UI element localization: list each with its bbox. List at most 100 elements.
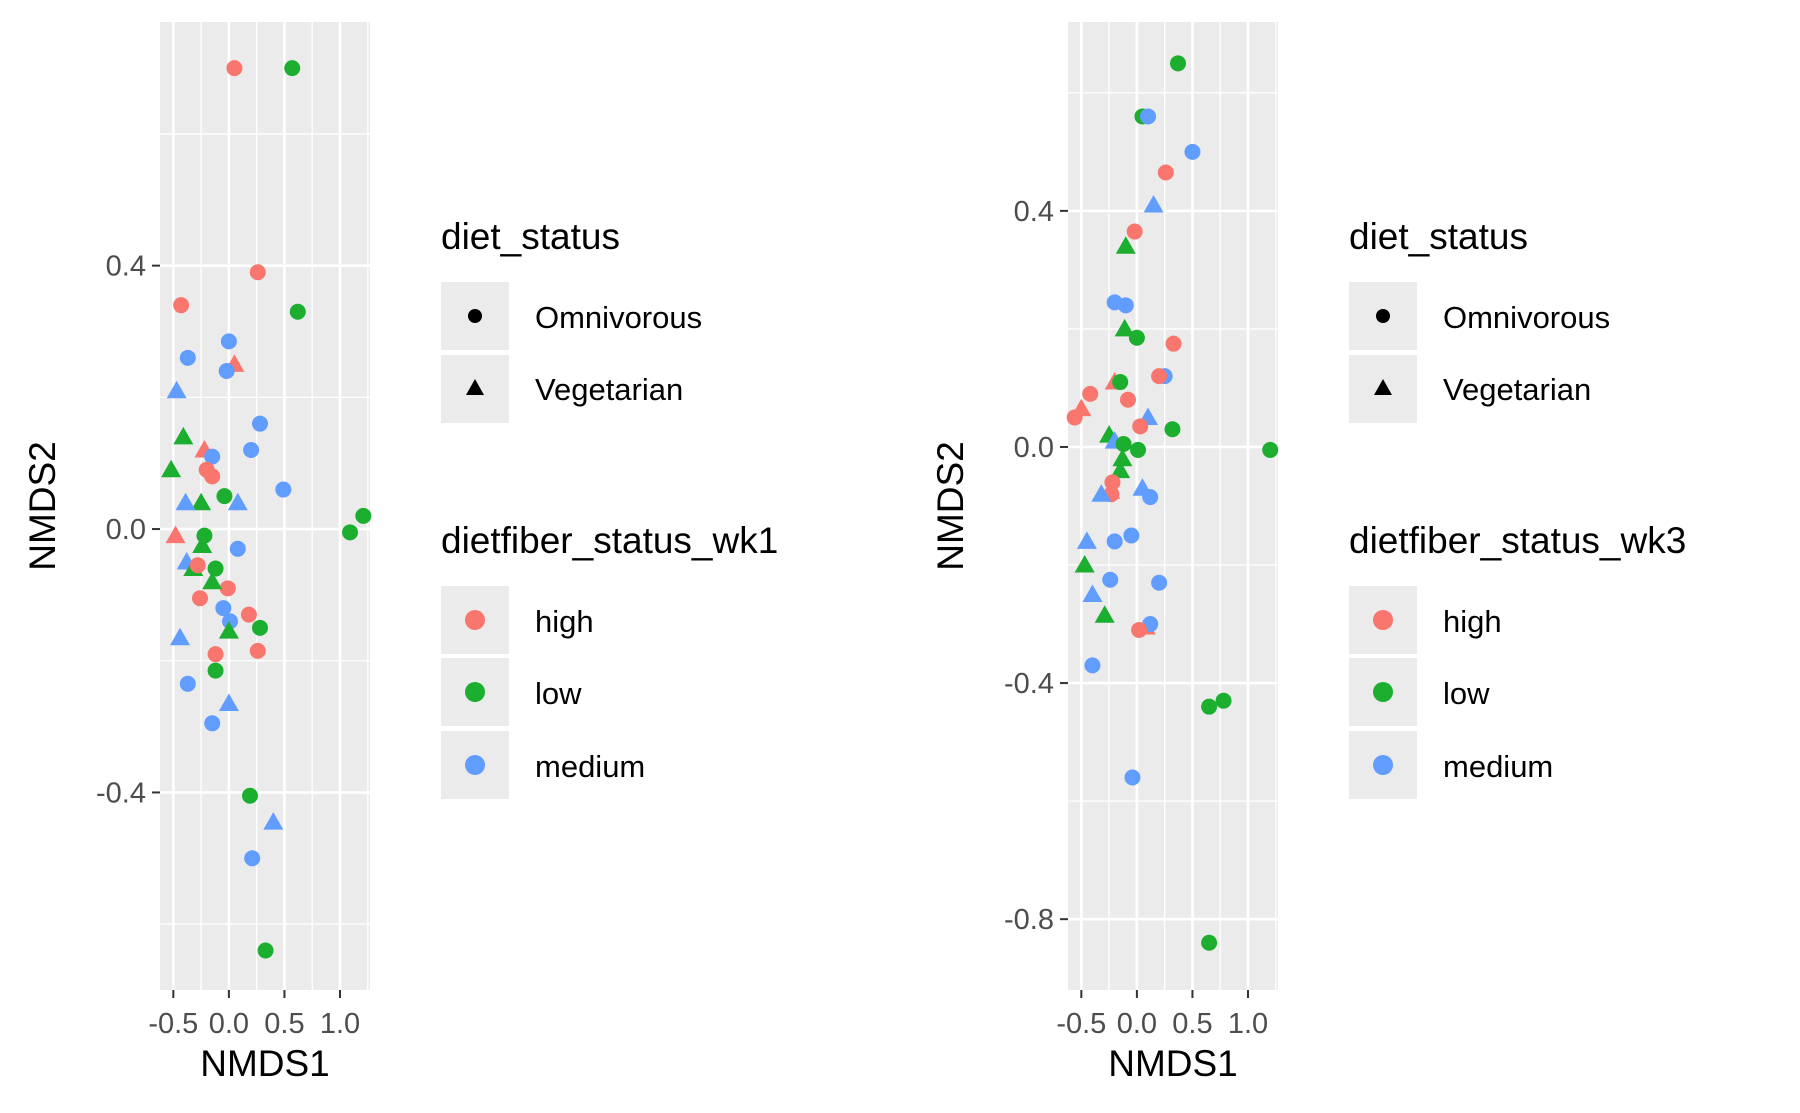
- x-tick-label: 0.5: [264, 1008, 304, 1040]
- data-point-circle: [342, 524, 358, 541]
- data-point-circle: [275, 481, 292, 498]
- data-point-circle: [1165, 335, 1182, 352]
- data-point-triangle: [1076, 531, 1097, 549]
- legend-dietfiber-wk1: dietfiber_status_wk1 high low medium: [441, 520, 778, 799]
- data-points: [1066, 55, 1279, 951]
- data-point-triangle: [161, 459, 182, 478]
- data-point-triangle: [227, 492, 248, 511]
- data-point-circle: [1102, 571, 1119, 588]
- data-point-circle: [1215, 692, 1232, 709]
- plot-background: [1068, 22, 1278, 990]
- data-point-circle: [204, 468, 221, 485]
- data-point-triangle: [218, 621, 239, 639]
- data-point-circle: [1151, 574, 1168, 591]
- data-point-circle: [207, 662, 224, 679]
- data-point-triangle: [165, 525, 186, 544]
- x-axis-title: NMDS1: [1108, 1043, 1238, 1084]
- data-point-circle: [1262, 441, 1279, 458]
- data-point-circle: [244, 850, 261, 867]
- x-axis-title: NMDS1: [200, 1043, 330, 1084]
- data-point-triangle: [175, 492, 196, 511]
- x-tick-label: -0.5: [148, 1008, 198, 1040]
- data-point-triangle: [1110, 460, 1131, 479]
- legend-title: dietfiber_status_wk1: [441, 520, 778, 561]
- data-point-triangle: [263, 812, 284, 830]
- y-axis-title: NMDS2: [22, 441, 63, 571]
- data-point-triangle: [191, 492, 212, 511]
- legend-diet-status: diet_status Omnivorous Vegetarian: [1349, 216, 1610, 423]
- legend-omnivorous-circle-icon: [468, 309, 482, 323]
- data-point-circle: [204, 448, 221, 465]
- data-point-circle: [1140, 108, 1156, 125]
- data-point-circle: [252, 619, 268, 636]
- data-point-circle: [1131, 621, 1148, 638]
- data-point-circle: [243, 442, 260, 459]
- data-point-triangle: [192, 535, 213, 554]
- data-point-circle: [252, 415, 268, 432]
- x-tick-label: 1.0: [320, 1008, 360, 1040]
- data-point-triangle: [1114, 318, 1135, 337]
- data-point-circle: [1066, 409, 1083, 426]
- data-point-triangle: [1143, 194, 1164, 213]
- data-point-circle: [1120, 391, 1136, 408]
- data-point-circle: [1164, 421, 1181, 438]
- legend-label-omnivorous: Omnivorous: [1443, 300, 1610, 335]
- data-point-circle: [1123, 527, 1140, 544]
- data-point-circle: [1170, 55, 1186, 72]
- data-point-circle: [1201, 698, 1218, 715]
- legend-high-circle-icon: [1373, 610, 1393, 630]
- legend-label-high: high: [535, 604, 594, 639]
- legend-vegetarian-triangle-icon: [1374, 379, 1392, 395]
- data-points: [161, 60, 372, 959]
- grid-lines: [1068, 22, 1278, 990]
- y-tick-label: 0.4: [106, 251, 146, 283]
- legend-medium-circle-icon: [1373, 755, 1393, 775]
- data-point-triangle: [1115, 236, 1136, 254]
- legend-vegetarian-triangle-icon: [466, 379, 484, 395]
- data-point-circle: [216, 488, 233, 505]
- y-tick-label: -0.4: [96, 777, 146, 809]
- data-point-triangle: [173, 426, 194, 445]
- data-point-circle: [240, 606, 257, 623]
- legend-title: dietfiber_status_wk3: [1349, 520, 1686, 561]
- data-point-circle: [1130, 441, 1146, 458]
- data-point-circle: [1115, 436, 1132, 453]
- data-point-circle: [1082, 385, 1099, 402]
- data-point-circle: [1184, 143, 1201, 160]
- x-tick-label: 0.0: [1117, 1008, 1157, 1040]
- data-point-circle: [1112, 374, 1129, 391]
- legend-omnivorous-circle-icon: [1376, 309, 1390, 323]
- y-tick-label: -0.4: [1004, 668, 1054, 700]
- chart-panel-1: -0.5 0.0 0.5 1.0 -0.4 0.0 0.4 NMDS1 NMDS2 diet…: [22, 22, 778, 1084]
- chart-panel-2: -0.5 0.0 0.5 1.0-0.8-0.40.00.4 NMDS1 NMDS2 …: [930, 22, 1686, 1084]
- legend-diet-status: diet_status Omnivorous Vegetarian: [441, 216, 702, 423]
- data-point-circle: [204, 715, 221, 732]
- data-point-circle: [1142, 489, 1159, 506]
- legend-label-low: low: [535, 676, 582, 711]
- data-point-circle: [1128, 329, 1145, 346]
- legend-low-circle-icon: [1373, 682, 1393, 702]
- data-point-triangle: [1112, 448, 1133, 467]
- legend-label-medium: medium: [1443, 749, 1553, 784]
- data-point-circle: [218, 363, 235, 380]
- data-point-circle: [229, 540, 246, 557]
- data-point-circle: [220, 333, 237, 350]
- data-point-circle: [1106, 533, 1123, 550]
- data-point-circle: [249, 264, 266, 281]
- data-point-circle: [355, 507, 372, 524]
- legend-label-vegetarian: Vegetarian: [1443, 372, 1591, 407]
- data-point-circle: [289, 303, 306, 320]
- data-point-circle: [219, 580, 236, 597]
- x-tick-label: 1.0: [1228, 1008, 1268, 1040]
- y-tick-label: 0.4: [1014, 196, 1054, 228]
- data-point-circle: [1124, 769, 1141, 786]
- legend-low-circle-icon: [465, 682, 485, 702]
- data-point-circle: [1151, 368, 1168, 385]
- data-point-circle: [284, 60, 301, 77]
- y-tick-label: 0.0: [106, 514, 146, 546]
- data-point-circle: [1201, 934, 1218, 951]
- data-point-circle: [1084, 657, 1101, 674]
- legend-medium-circle-icon: [465, 755, 485, 775]
- data-point-circle: [1117, 297, 1134, 314]
